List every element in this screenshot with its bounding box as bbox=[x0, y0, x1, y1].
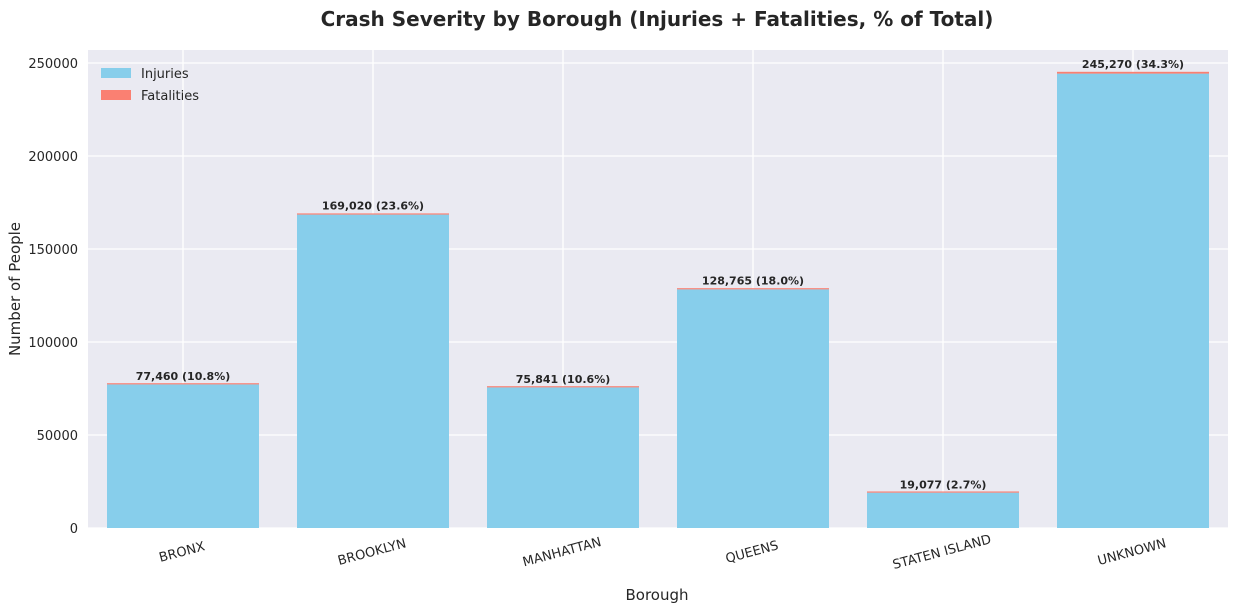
y-tick-label: 100000 bbox=[28, 336, 78, 351]
bar-fatalities-manhattan bbox=[487, 386, 639, 388]
bar-injuries-manhattan bbox=[487, 387, 639, 528]
plot-area bbox=[88, 50, 1228, 528]
data-labels: 77,460 (10.8%) 169,020 (23.6%) 75,841 (10.… bbox=[136, 58, 1184, 492]
x-tick-label: QUEENS bbox=[724, 538, 780, 567]
bar-fatalities-staten-island bbox=[867, 491, 1019, 493]
x-tick-label: UNKNOWN bbox=[1096, 536, 1168, 569]
bar-fatalities-unknown bbox=[1057, 71, 1209, 74]
bar-injuries-unknown bbox=[1057, 73, 1209, 529]
x-tick-label: BROOKLYN bbox=[336, 536, 408, 569]
x-tick-label: BRONX bbox=[158, 539, 207, 566]
bar-injuries-staten-island bbox=[867, 492, 1019, 528]
x-tick-label: STATEN ISLAND bbox=[891, 532, 993, 573]
data-label: 77,460 (10.8%) bbox=[136, 370, 231, 383]
legend-label-injuries: Injuries bbox=[141, 67, 189, 82]
chart-title: Crash Severity by Borough (Injuries + Fa… bbox=[321, 7, 994, 31]
y-tick-label: 150000 bbox=[28, 243, 78, 258]
legend-swatch-injuries bbox=[101, 68, 131, 78]
x-axis-label: Borough bbox=[625, 586, 688, 604]
legend: Injuries Fatalities bbox=[101, 67, 199, 104]
y-tick-label: 250000 bbox=[28, 57, 78, 72]
bar-injuries-brooklyn bbox=[297, 214, 449, 528]
data-label: 75,841 (10.6%) bbox=[516, 373, 611, 386]
y-tick-label: 50000 bbox=[37, 429, 78, 444]
data-label: 245,270 (34.3%) bbox=[1082, 58, 1184, 71]
y-axis-label: Number of People bbox=[6, 222, 24, 356]
x-tick-label: MANHATTAN bbox=[521, 535, 603, 570]
data-label: 169,020 (23.6%) bbox=[322, 200, 424, 213]
bar-injuries-queens bbox=[677, 289, 829, 528]
legend-swatch-fatalities bbox=[101, 90, 131, 100]
y-tick-label: 200000 bbox=[28, 150, 78, 165]
legend-label-fatalities: Fatalities bbox=[141, 89, 199, 104]
bar-fatalities-brooklyn bbox=[297, 213, 449, 215]
y-tick-label: 0 bbox=[70, 522, 78, 537]
bar-fatalities-bronx bbox=[107, 383, 259, 385]
data-label: 19,077 (2.7%) bbox=[900, 479, 987, 492]
bars-group bbox=[107, 71, 1209, 529]
data-label: 128,765 (18.0%) bbox=[702, 275, 804, 288]
bar-fatalities-queens bbox=[677, 288, 829, 290]
bar-injuries-bronx bbox=[107, 384, 259, 528]
